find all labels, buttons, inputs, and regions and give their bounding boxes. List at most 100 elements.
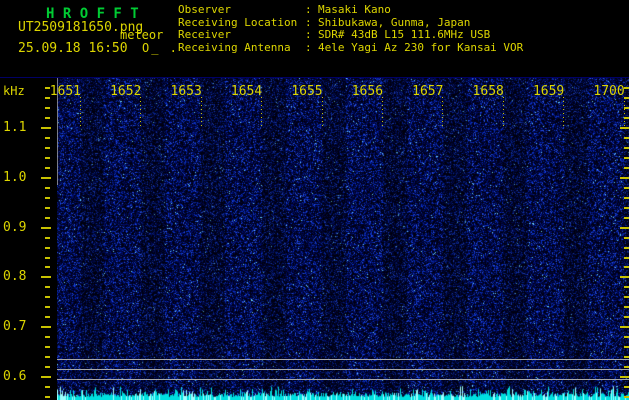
freq-tick-left (45, 87, 50, 89)
freq-tick-right (620, 376, 629, 378)
freq-tick-left (45, 107, 50, 109)
time-tick-label: 1657 (410, 84, 443, 99)
time-tick-label: 1656 (350, 84, 383, 99)
freq-tick-left (45, 386, 50, 388)
freq-tick-left (45, 336, 50, 338)
freq-tick-right (620, 276, 629, 278)
freq-tick-right (624, 316, 629, 318)
freq-tick-right (624, 386, 629, 388)
freq-tick-right (620, 177, 629, 179)
freq-tick-left (45, 157, 50, 159)
time-tick-label: 1652 (108, 84, 141, 99)
freq-tick-left (45, 147, 50, 149)
info-row-0: Observer: Masaki Kano (178, 4, 523, 17)
freq-tick-left (45, 316, 50, 318)
info-separator: : (305, 4, 318, 17)
freq-tick-right (620, 227, 629, 229)
freq-tick-right (624, 217, 629, 219)
hrofft-window: H R O F F T UT2509181650.png meteor 25.0… (0, 0, 629, 400)
time-tick-label: 1700 (592, 84, 625, 99)
info-row-2: Receiver: SDR# 43dB L15 111.6MHz USB (178, 29, 523, 42)
freq-tick-right (624, 197, 629, 199)
info-value: 4ele Yagi Az 230 for Kansai VOR (318, 42, 523, 55)
freq-tick-right (624, 306, 629, 308)
freq-tick-label: 0.9 (3, 221, 39, 235)
freq-tick-left (45, 197, 50, 199)
freq-tick-left (45, 247, 50, 249)
freq-tick-left (45, 396, 50, 398)
freq-tick-right (624, 237, 629, 239)
freq-tick-right (624, 366, 629, 368)
mode-label: meteor (120, 28, 163, 42)
freq-tick-left (45, 296, 50, 298)
freq-tick-right (624, 117, 629, 119)
freq-tick-right (624, 266, 629, 268)
freq-tick-left (45, 286, 50, 288)
freq-tick-left (45, 167, 50, 169)
freq-tick-right (624, 336, 629, 338)
freq-tick-left (45, 207, 50, 209)
level-line (57, 359, 629, 360)
time-tick-label: 1653 (169, 84, 202, 99)
time-tick-line (624, 97, 625, 127)
freq-tick-left (41, 127, 51, 129)
info-value: SDR# 43dB L15 111.6MHz USB (318, 29, 490, 42)
station-info: Observer: Masaki Kano Receiving Location: S… (178, 4, 523, 54)
info-label: Receiving Antenna (178, 42, 305, 55)
time-tick-line (442, 97, 443, 127)
freq-tick-right (624, 207, 629, 209)
freq-tick-label: 1.0 (3, 171, 39, 185)
freq-tick-right (624, 137, 629, 139)
freq-tick-right (624, 187, 629, 189)
freq-tick-right (624, 286, 629, 288)
freq-tick-right (624, 97, 629, 99)
freq-tick-left (45, 306, 50, 308)
freq-tick-left (41, 326, 51, 328)
freq-tick-label: 1.1 (3, 121, 39, 135)
level-line (57, 369, 629, 370)
freq-tick-left (45, 266, 50, 268)
time-tick-label: 1659 (531, 84, 564, 99)
time-tick-line (503, 97, 504, 127)
info-label: Receiver (178, 29, 305, 42)
freq-tick-label: 0.8 (3, 270, 39, 284)
freq-tick-right (624, 396, 629, 398)
time-tick-line (140, 97, 141, 127)
time-tick-line (322, 97, 323, 127)
time-tick-label: 1655 (290, 84, 323, 99)
info-label: Observer (178, 4, 305, 17)
freq-tick-right (624, 247, 629, 249)
freq-tick-right (624, 356, 629, 358)
counter-label: O_ . (142, 41, 179, 55)
freq-tick-right (624, 107, 629, 109)
freq-tick-right (620, 326, 629, 328)
info-separator: : (305, 29, 318, 42)
freq-tick-right (624, 147, 629, 149)
level-line (57, 379, 629, 380)
freq-tick-left (41, 376, 51, 378)
freq-unit-label: kHz (3, 84, 25, 98)
time-tick-label: 1654 (229, 84, 262, 99)
freq-tick-right (624, 167, 629, 169)
freq-tick-left (41, 177, 51, 179)
freq-tick-right (624, 296, 629, 298)
freq-tick-left (45, 366, 50, 368)
freq-tick-left (41, 227, 51, 229)
freq-tick-left (45, 97, 50, 99)
freq-tick-left (45, 187, 50, 189)
freq-tick-left (45, 346, 50, 348)
time-tick-label: 1658 (471, 84, 504, 99)
time-tick-line (382, 97, 383, 127)
time-tick-line (201, 97, 202, 127)
freq-tick-right (620, 127, 629, 129)
freq-tick-left (45, 137, 50, 139)
time-tick-line (563, 97, 564, 127)
freq-tick-left (45, 117, 50, 119)
time-tick-line (261, 97, 262, 127)
info-row-3: Receiving Antenna:4ele Yagi Az 230 for K… (178, 42, 523, 55)
spectrogram-canvas (57, 78, 629, 400)
time-tick-label: 1651 (48, 84, 81, 99)
freq-tick-left (45, 356, 50, 358)
freq-tick-label: 0.7 (3, 320, 39, 334)
datetime-label: 25.09.18 16:50 (18, 41, 128, 56)
